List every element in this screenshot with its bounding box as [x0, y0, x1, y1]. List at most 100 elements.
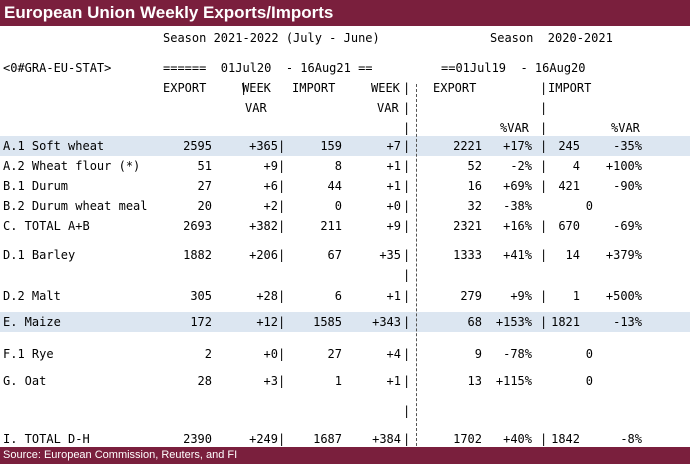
import-week-var: +1 [386, 179, 401, 193]
import-value: 1585 [313, 315, 342, 329]
import-week-var: +7 [386, 139, 401, 153]
col-sep: | [403, 219, 411, 233]
export-value: 2595 [183, 139, 212, 153]
import-value: 1 [334, 374, 342, 388]
ric-code: <0#GRA-EU-STAT> [3, 61, 112, 75]
export-pct-var: +17% [503, 139, 532, 153]
export-week-var: +249 [249, 432, 278, 446]
season-prev-label: Season 2020-2021 [490, 31, 613, 45]
export-prev-value: 68 [467, 315, 482, 329]
highlight-row-maize [0, 312, 690, 332]
import-prev-value: 1 [572, 289, 580, 303]
import-value: 67 [327, 248, 342, 262]
col-sep: | [403, 248, 411, 262]
import-prev-value: 14 [565, 248, 580, 262]
col-week2-var: VAR [377, 101, 399, 115]
season-current-label: Season 2021-2022 (July - June) [163, 31, 380, 45]
import-prev-value: 670 [558, 219, 580, 233]
import-pct-var: -35% [613, 139, 642, 153]
export-week-var: +9 [263, 159, 278, 173]
export-prev-value: 1702 [453, 432, 482, 446]
col-sep: | [540, 121, 548, 135]
row-label: I. TOTAL D-H [3, 432, 90, 446]
export-week-var: +3 [263, 374, 278, 388]
row-label: A.1 Soft wheat [3, 139, 105, 153]
export-value: 1882 [183, 248, 212, 262]
col-sep: | [403, 289, 411, 303]
export-value: 28 [197, 374, 212, 388]
import-value: 27 [327, 347, 342, 361]
col-sep: | [240, 81, 248, 95]
export-prev-value: 9 [474, 347, 482, 361]
col-sep: | [278, 179, 286, 193]
export-week-var: +0 [263, 347, 278, 361]
export-prev-value: 52 [467, 159, 482, 173]
export-week-var: +206 [249, 248, 278, 262]
import-week-var: +1 [386, 374, 401, 388]
import-value: 0 [334, 199, 342, 213]
col-sep: | [540, 159, 548, 173]
col-sep: | [278, 347, 286, 361]
row-label: C. TOTAL A+B [3, 219, 90, 233]
row-label: G. Oat [3, 374, 47, 388]
import-value: 159 [320, 139, 342, 153]
import-week-var: +9 [386, 219, 401, 233]
export-pct-var: +115% [495, 374, 532, 388]
export-value: 2693 [183, 219, 212, 233]
import-pct-var: -69% [613, 219, 642, 233]
export-week-var: +6 [263, 179, 278, 193]
col-sep: | [278, 315, 286, 329]
col-import-prev: IMPORT [548, 81, 592, 95]
col-sep: | [403, 404, 411, 418]
export-prev-value: 32 [467, 199, 482, 213]
export-week-var: +365 [249, 139, 278, 153]
col-sep: | [540, 219, 548, 233]
export-pct-var: -2% [510, 159, 532, 173]
col-sep: | [540, 432, 548, 446]
row-label: E. Maize [3, 315, 61, 329]
export-week-var: +12 [256, 315, 278, 329]
import-pct-var: -13% [613, 315, 642, 329]
col-sep: | [403, 81, 411, 95]
title-bar: European Union Weekly Exports/Imports [0, 0, 690, 26]
col-sep: | [403, 315, 411, 329]
col-sep: | [540, 81, 548, 95]
col-sep: | [278, 159, 286, 173]
import-prev-value: 1821 [551, 315, 580, 329]
export-pct-var: +16% [503, 219, 532, 233]
col-sep: | [278, 432, 286, 446]
col-sep: | [403, 121, 411, 135]
import-pct-var: -90% [613, 179, 642, 193]
import-prev-value: 421 [558, 179, 580, 193]
export-prev-value: 279 [460, 289, 482, 303]
export-prev-value: 2321 [453, 219, 482, 233]
source-bar: Source: European Commission, Reuters, an… [0, 447, 690, 464]
range-current-label: ====== 01Jul20 - 16Aug21 == [163, 61, 373, 75]
col-sep: | [278, 199, 286, 213]
page-title: European Union Weekly Exports/Imports [4, 3, 334, 22]
row-label: F.1 Rye [3, 347, 54, 361]
col-sep: | [278, 248, 286, 262]
export-value: 27 [197, 179, 212, 193]
highlight-row-soft-wheat [0, 136, 690, 156]
col-export: EXPORT [163, 81, 207, 95]
import-week-var: +35 [379, 248, 401, 262]
col-sep: | [540, 179, 548, 193]
col-sep: | [540, 139, 548, 153]
export-value: 305 [190, 289, 212, 303]
import-value: 8 [334, 159, 342, 173]
export-pct-var: +40% [503, 432, 532, 446]
source-note: Source: European Commission, Reuters, an… [3, 449, 238, 461]
import-prev-value: 0 [585, 374, 593, 388]
row-label: B.1 Durum [3, 179, 69, 193]
col-week2: WEEK [371, 81, 400, 95]
import-value: 211 [320, 219, 342, 233]
export-week-var: +382 [249, 219, 278, 233]
range-prev-label: ==01Jul19 - 16Aug20 [441, 61, 586, 75]
export-pct-var: +41% [503, 248, 532, 262]
import-value: 6 [334, 289, 342, 303]
col-sep: | [403, 374, 411, 388]
row-label: D.2 Malt [3, 289, 61, 303]
col-sep: | [403, 179, 411, 193]
import-prev-value: 0 [585, 347, 593, 361]
